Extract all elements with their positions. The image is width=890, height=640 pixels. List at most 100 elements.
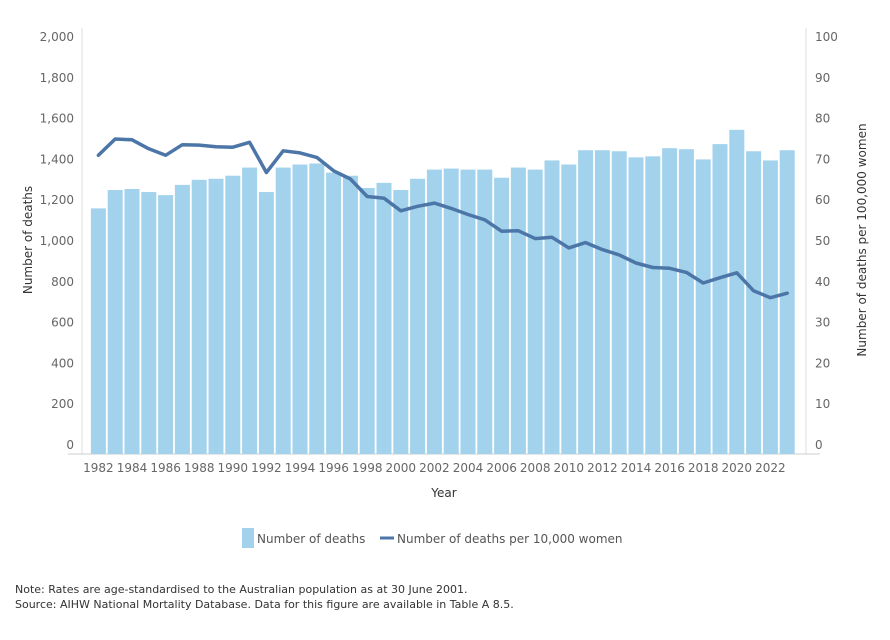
x-tick-label: 2018 [688, 461, 719, 475]
bar [628, 157, 644, 455]
x-tick-label: 2000 [386, 461, 417, 475]
x-tick-label: 2002 [419, 461, 450, 475]
bar [426, 169, 442, 454]
y-tick-label-left: 600 [51, 316, 74, 330]
x-tick-label: 1994 [285, 461, 316, 475]
x-tick-label: 2006 [486, 461, 517, 475]
y-tick-label-right: 0 [815, 438, 823, 452]
bar [107, 190, 123, 454]
x-ticks: 1982 1984 1986 1988 1990 1992 1994 1996 1998 2000… [83, 461, 786, 475]
bar [174, 184, 190, 454]
bar [460, 169, 476, 454]
bar [779, 150, 795, 454]
x-tick-label: 1998 [352, 461, 383, 475]
bar [141, 192, 157, 455]
y-axis-title-right: Number of deaths per 100,000 women [855, 123, 869, 356]
y-tick-label-left: 0 [66, 438, 74, 452]
y-tick-label-left: 1,800 [40, 71, 74, 85]
bar [645, 156, 661, 454]
bar [275, 167, 291, 454]
y-tick-label-right: 90 [815, 71, 830, 85]
x-tick-label: 2008 [520, 461, 551, 475]
y-tick-label-left: 1,400 [40, 152, 74, 166]
bar [712, 144, 728, 454]
bar [410, 178, 426, 454]
bar [678, 149, 694, 454]
x-tick-label: 1990 [218, 461, 249, 475]
bar [578, 150, 594, 454]
x-tick-label: 2010 [554, 461, 585, 475]
bar [494, 177, 510, 454]
y-tick-label-left: 400 [51, 356, 74, 370]
y-tick-label-left: 1,200 [40, 193, 74, 207]
x-tick-label: 1992 [251, 461, 282, 475]
x-tick-label: 1982 [83, 461, 114, 475]
bar [225, 175, 241, 454]
legend-bar-label: Number of deaths [257, 532, 365, 546]
bar [477, 169, 493, 454]
bar [326, 172, 342, 454]
bar [309, 163, 325, 455]
y-tick-label-left: 1,600 [40, 112, 74, 126]
x-tick-label: 1984 [117, 461, 148, 475]
y-tick-label-right: 60 [815, 193, 830, 207]
x-tick-label: 2020 [722, 461, 753, 475]
x-axis-title: Year [430, 486, 456, 500]
bar [662, 148, 678, 454]
right-y-ticks: 0 10 20 30 40 50 60 70 80 90 100 [815, 30, 838, 452]
y-tick-label-right: 100 [815, 30, 838, 44]
bar [242, 167, 258, 454]
bar [594, 150, 610, 454]
x-tick-label: 1988 [184, 461, 215, 475]
series-line [96, 137, 789, 300]
y-tick-label-left: 800 [51, 275, 74, 289]
x-tick-label: 1986 [150, 461, 181, 475]
bar [729, 129, 745, 454]
bar [746, 151, 762, 455]
note-text: Note: Rates are age-standardised to the … [15, 583, 467, 596]
y-tick-label-left: 1,000 [40, 234, 74, 248]
bar [762, 160, 778, 455]
x-tick-label: 2016 [654, 461, 685, 475]
x-tick-label: 2004 [453, 461, 484, 475]
bar [208, 178, 224, 454]
y-tick-label-right: 30 [815, 316, 830, 330]
x-tick-label: 2022 [755, 461, 786, 475]
y-axis-title-left: Number of deaths [21, 186, 35, 294]
bar [443, 168, 459, 454]
bar [258, 192, 274, 455]
y-tick-label-right: 20 [815, 356, 830, 370]
y-tick-label-right: 80 [815, 112, 830, 126]
source-text: Source: AIHW National Mortality Database… [15, 598, 514, 611]
y-tick-label-right: 50 [815, 234, 830, 248]
bar [561, 164, 577, 454]
bar [359, 187, 375, 454]
y-tick-label-right: 70 [815, 152, 830, 166]
left-y-ticks: 0 200 400 600 800 1,000 1,200 1,400 1,600 1,800 2,… [40, 30, 74, 452]
y-tick-label-right: 10 [815, 397, 830, 411]
legend-line-label: Number of deaths per 10,000 women [397, 532, 623, 546]
bar [527, 169, 543, 454]
y-tick-label-left: 200 [51, 397, 74, 411]
bar-series [90, 129, 795, 455]
y-tick-label-left: 2,000 [40, 30, 74, 44]
bar [90, 208, 106, 454]
line-series [96, 137, 789, 300]
bar [342, 175, 358, 454]
bar [393, 190, 409, 454]
x-tick-label: 2014 [621, 461, 652, 475]
x-tick-label: 1996 [318, 461, 349, 475]
bar [376, 182, 392, 455]
bar [510, 167, 526, 454]
bar [191, 179, 207, 455]
legend-bar-swatch [242, 528, 254, 548]
x-tick-label: 2012 [587, 461, 618, 475]
bar [611, 151, 627, 455]
bar [544, 160, 560, 455]
bar [292, 164, 308, 454]
bar [158, 195, 174, 454]
bar [124, 188, 140, 455]
bar [695, 159, 711, 454]
y-tick-label-right: 40 [815, 275, 830, 289]
